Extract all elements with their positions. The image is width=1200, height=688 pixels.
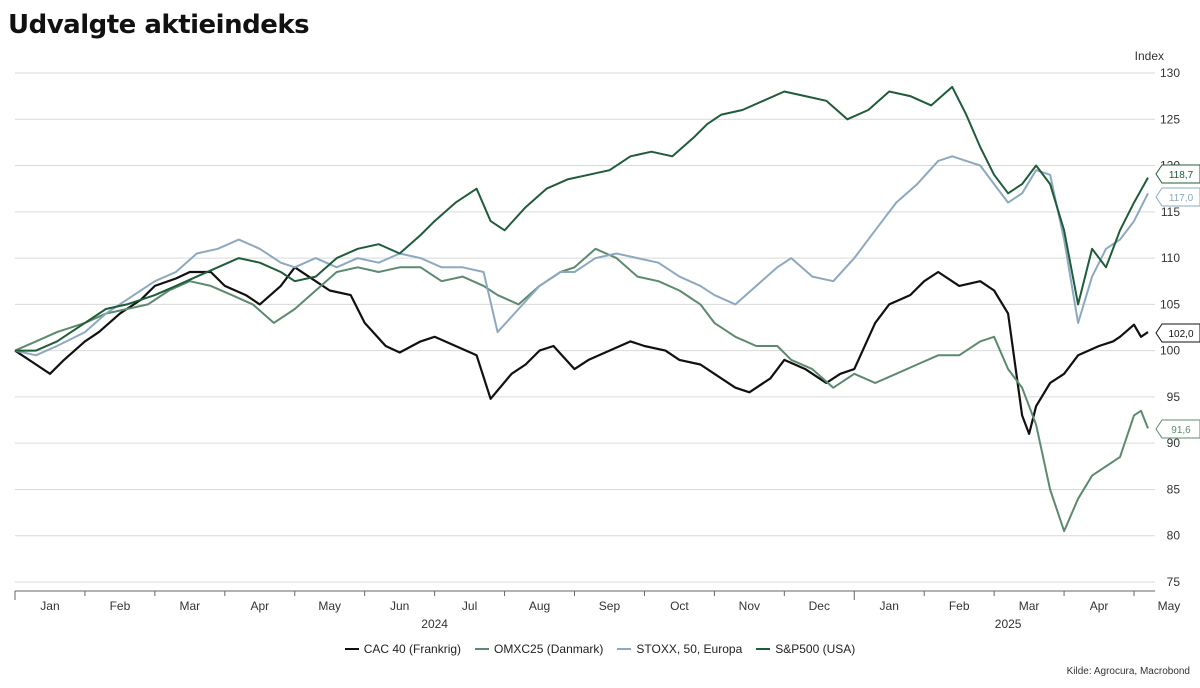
x-tick-label: May [1158, 599, 1181, 613]
end-value-label-2: 117,0 [1169, 193, 1194, 204]
x-tick-label: Feb [949, 599, 970, 613]
x-tick-label: Jan [40, 599, 59, 613]
y-axis-title: Index [1135, 49, 1164, 63]
legend-swatch [344, 648, 359, 650]
y-tick-label: 90 [1167, 436, 1181, 450]
x-tick-label: May [318, 599, 341, 613]
end-label-box-3 [1155, 164, 1200, 184]
x-tick-label: Aug [529, 599, 550, 613]
legend-item: STOXX, 50, Europa [617, 642, 742, 656]
series-line-3 [15, 85, 1149, 352]
y-tick-label: 75 [1167, 575, 1181, 589]
end-value-label-0: 102,0 [1168, 329, 1193, 340]
grid-layer [15, 72, 1155, 583]
legend-label: STOXX, 50, Europa [636, 642, 743, 656]
legend-item: S&P500 (USA) [756, 642, 855, 656]
x-tick-label: Jun [390, 599, 409, 613]
end-label-layer: 102,0 91,6 117,0 118,7 [1155, 164, 1200, 439]
y-tick-label: 125 [1160, 112, 1180, 126]
legend-label: CAC 40 (Frankrig) [363, 642, 462, 656]
x-tick-label: Apr [1090, 599, 1109, 613]
axis-layer: 7580859095100105110115120125130IndexJanF… [14, 49, 1181, 631]
y-tick-label: 110 [1161, 251, 1180, 265]
end-value-label-1: 91,6 [1171, 425, 1191, 436]
end-label-box-2 [1155, 187, 1200, 207]
y-tick-label: 100 [1160, 344, 1180, 358]
legend-swatch [475, 648, 490, 650]
y-tick-label: 130 [1160, 66, 1180, 80]
series-line-2 [14, 155, 1149, 357]
legend-item: CAC 40 (Frankrig) [344, 642, 462, 656]
x-tick-label: Sep [599, 599, 621, 613]
series-line-0 [14, 266, 1149, 435]
series-layer [14, 85, 1149, 533]
x-tick-label: Jul [462, 599, 477, 613]
series-line-1 [14, 247, 1149, 533]
x-tick-label: Mar [180, 599, 201, 613]
end-value-label-3: 118,7 [1169, 170, 1194, 181]
end-label-box-0 [1155, 323, 1200, 343]
x-tick-label: Feb [110, 599, 131, 613]
legend-swatch [756, 648, 771, 650]
x-tick-label: Mar [1019, 599, 1040, 613]
y-tick-label: 105 [1160, 297, 1180, 311]
x-tick-label: Jan [880, 599, 899, 613]
x-tick-label: Apr [250, 599, 269, 613]
end-label-box-1 [1155, 419, 1200, 439]
chart-legend: CAC 40 (Frankrig) OMXC25 (Danmark) STOXX, … [0, 642, 1200, 656]
source-note: Kilde: Agrocura, Macrobond [1066, 666, 1190, 677]
y-tick-label: 85 [1167, 482, 1181, 496]
legend-item: OMXC25 (Danmark) [475, 642, 603, 656]
y-tick-label: 95 [1167, 390, 1181, 404]
legend-label: OMXC25 (Danmark) [494, 642, 604, 656]
x-year-label: 2024 [421, 617, 448, 631]
y-tick-label: 115 [1161, 205, 1180, 219]
x-year-label: 2025 [995, 617, 1022, 631]
chart-title: Udvalgte aktieindeks [8, 10, 310, 40]
x-tick-label: Nov [739, 599, 760, 613]
legend-label: S&P500 (USA) [775, 642, 856, 656]
x-tick-label: Oct [670, 599, 689, 613]
y-tick-label: 80 [1167, 529, 1181, 543]
legend-swatch [617, 648, 632, 650]
x-tick-label: Dec [809, 599, 830, 613]
